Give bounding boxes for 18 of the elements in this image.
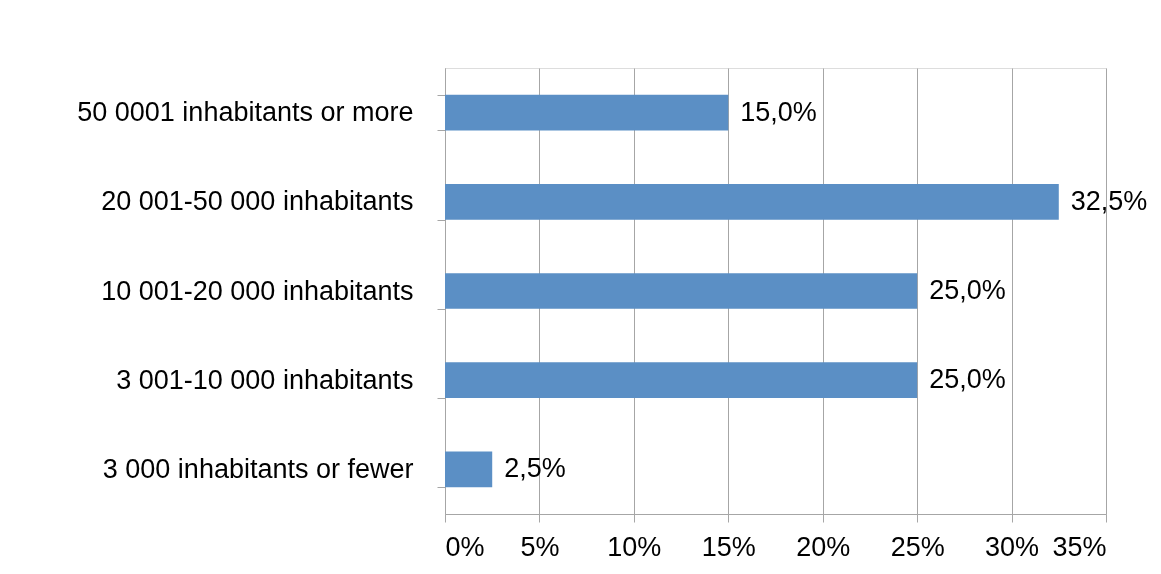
y-tick-label: 20 001-50 000 inhabitants	[101, 186, 414, 217]
y-tick-label: 3 001-10 000 inhabitants	[116, 364, 414, 395]
x-tick-label: 30%	[985, 531, 1040, 562]
data-label: 25,0%	[929, 364, 1006, 395]
y-tick-label: 3 000 inhabitants or fewer	[102, 453, 414, 484]
y-tick-label: 10 001-20 000 inhabitants	[101, 275, 414, 306]
x-tick-label: 15%	[701, 531, 756, 562]
x-tick-label: 0%	[445, 531, 485, 562]
data-label: 25,0%	[929, 275, 1006, 305]
x-tick-label: 25%	[890, 531, 945, 562]
data-label: 2,5%	[504, 453, 566, 484]
data-label: 32,5%	[1070, 185, 1148, 216]
x-tick-label: 35%	[1052, 531, 1107, 562]
y-tick-label: 50 0001 inhabitants or more	[77, 97, 414, 128]
x-tick-label: 10%	[607, 531, 662, 562]
x-tick-label: 5%	[520, 531, 560, 562]
data-label: 15,0%	[740, 96, 817, 127]
x-tick-label: 20%	[796, 531, 851, 562]
